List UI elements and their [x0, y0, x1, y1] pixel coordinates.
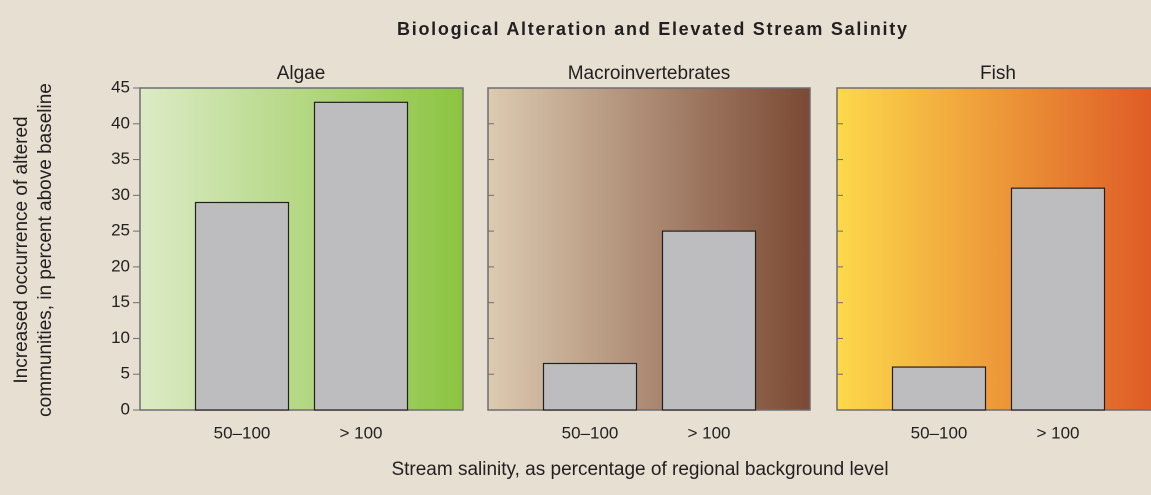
panel-title: Fish	[980, 63, 1016, 84]
panel-title: Macroinvertebrates	[568, 63, 731, 84]
y-tick-label: 25	[111, 221, 130, 240]
y-tick-label: 30	[111, 185, 130, 204]
y-tick-label: 10	[111, 328, 130, 347]
y-tick-label: 45	[111, 77, 130, 96]
x-tick-label: 50–100	[562, 423, 619, 442]
x-tick-label: 50–100	[214, 423, 271, 442]
panel-title: Algae	[277, 63, 326, 84]
bar	[313, 101, 409, 411]
x-tick-label: > 100	[339, 423, 382, 442]
x-tick-label: > 100	[687, 423, 730, 442]
bar	[891, 366, 987, 411]
y-tick-label: 15	[111, 292, 130, 311]
bar	[194, 201, 290, 411]
y-tick-label: 5	[121, 364, 130, 383]
bar	[542, 362, 638, 411]
y-tick-label: 20	[111, 256, 130, 275]
y-axis-label: communities, in percent above baseline	[35, 83, 56, 417]
bar	[661, 230, 757, 411]
x-axis-label: Stream salinity, as percentage of region…	[391, 459, 888, 480]
bar	[1010, 187, 1106, 411]
y-tick-label: 0	[121, 399, 130, 418]
x-tick-label: 50–100	[911, 423, 968, 442]
y-axis-label: Increased occurrence of altered	[11, 116, 32, 383]
panel	[487, 87, 811, 411]
chart-title: Biological Alteration and Elevated Strea…	[397, 19, 907, 39]
y-tick-label: 35	[111, 149, 130, 168]
y-tick-label: 40	[111, 113, 130, 132]
x-tick-label: > 100	[1036, 423, 1079, 442]
panel	[139, 87, 464, 411]
